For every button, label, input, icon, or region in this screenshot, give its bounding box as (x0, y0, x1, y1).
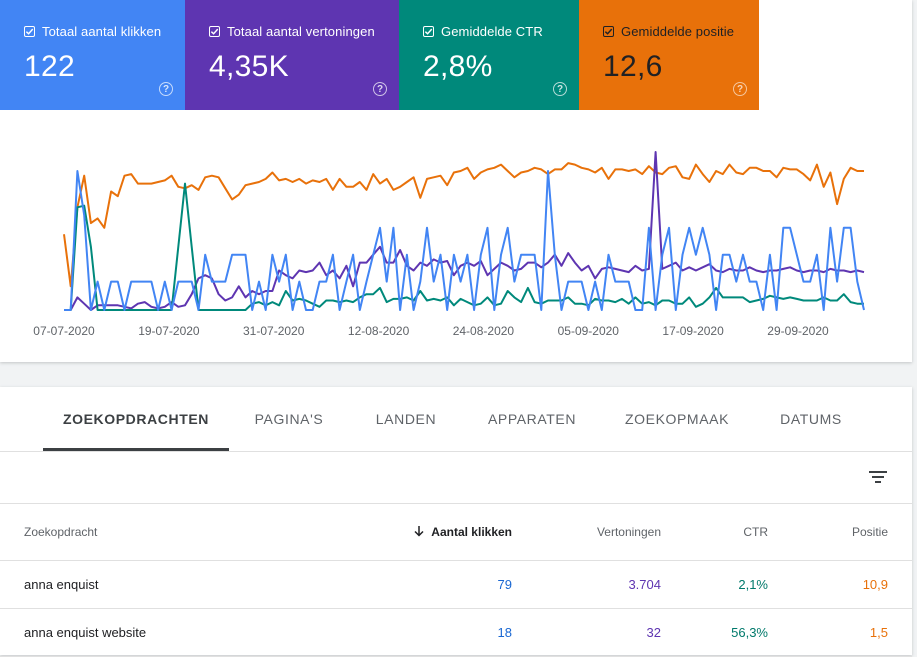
ctr-cell: 2,1% (738, 577, 768, 592)
position-cell: 1,5 (869, 625, 888, 640)
metric-value: 2,8% (423, 50, 493, 83)
impressions-cell: 3.704 (628, 577, 661, 592)
impressions-cell: 32 (646, 625, 661, 640)
x-tick-label: 31-07-2020 (243, 324, 305, 338)
checkbox-checked-icon[interactable] (24, 26, 35, 37)
tab-queries[interactable]: ZOEKOPDRACHTEN (43, 387, 229, 451)
series-line-1 (64, 151, 865, 311)
metric-tiles: Totaal aantal klikken 122 ? Totaal aanta… (0, 0, 759, 110)
metric-label: Totaal aantal vertoningen (227, 24, 375, 39)
x-tick-label: 19-07-2020 (138, 324, 200, 338)
metric-value: 122 (24, 50, 75, 83)
metric-value: 12,6 (603, 50, 663, 83)
column-header-impressions[interactable]: Vertoningen (596, 525, 661, 539)
series-line-2 (64, 182, 864, 311)
series-line-0 (63, 162, 864, 288)
performance-chart[interactable]: 07-07-2020 19-07-2020 31-07-2020 12-08-2020… (0, 110, 912, 362)
x-tick-label: 12-08-2020 (348, 324, 410, 338)
tab-dates[interactable]: DATUMS (780, 411, 842, 427)
ctr-cell: 56,3% (731, 625, 768, 640)
x-tick-label: 29-09-2020 (767, 324, 829, 338)
filter-toolbar (0, 451, 912, 504)
help-icon[interactable]: ? (733, 82, 747, 96)
help-icon[interactable]: ? (159, 82, 173, 96)
column-header-query[interactable]: Zoekopdracht (24, 525, 98, 539)
report-table-card: ZOEKOPDRACHTEN PAGINA'S LANDEN APPARATEN… (0, 387, 912, 657)
x-tick-label: 07-07-2020 (33, 324, 95, 338)
filter-icon[interactable] (868, 467, 888, 487)
checkbox-checked-icon[interactable] (209, 26, 220, 37)
x-tick-label: 05-09-2020 (558, 324, 620, 338)
clicks-cell: 18 (497, 625, 512, 640)
metric-label: Gemiddelde positie (621, 24, 735, 39)
tab-pages[interactable]: PAGINA'S (254, 411, 324, 427)
clicks-cell: 79 (497, 577, 512, 592)
metric-label: Gemiddelde CTR (441, 24, 543, 39)
column-header-label: Aantal klikken (431, 525, 512, 539)
query-cell: anna enquist (24, 577, 99, 592)
checkbox-checked-icon[interactable] (603, 26, 614, 37)
table-row[interactable]: anna enquist 79 3.704 2,1% 10,9 (0, 561, 912, 609)
checkbox-checked-icon[interactable] (423, 26, 434, 37)
metric-total-impressions[interactable]: Totaal aantal vertoningen 4,35K ? (185, 0, 399, 110)
tab-devices[interactable]: APPARATEN (487, 411, 577, 427)
series-line-3 (64, 170, 865, 311)
metric-average-ctr[interactable]: Gemiddelde CTR 2,8% ? (399, 0, 579, 110)
arrow-down-icon (414, 526, 424, 537)
position-cell: 10,9 (862, 577, 888, 592)
metric-average-position[interactable]: Gemiddelde positie 12,6 ? (579, 0, 759, 110)
metric-total-clicks[interactable]: Totaal aantal klikken 122 ? (0, 0, 185, 110)
column-header-ctr[interactable]: CTR (743, 525, 768, 539)
performance-card: Totaal aantal klikken 122 ? Totaal aanta… (0, 0, 912, 362)
column-header-position[interactable]: Positie (851, 525, 888, 539)
metric-value: 4,35K (209, 50, 289, 83)
tab-countries[interactable]: LANDEN (375, 411, 437, 427)
table-row[interactable]: anna enquist website 18 32 56,3% 1,5 (0, 609, 912, 657)
line-chart: 07-07-2020 19-07-2020 31-07-2020 12-08-2020… (33, 151, 865, 338)
x-tick-label: 17-09-2020 (662, 324, 724, 338)
help-icon[interactable]: ? (373, 82, 387, 96)
metric-label: Totaal aantal klikken (42, 24, 162, 39)
table-header: Zoekopdracht Aantal klikken Vertoningen … (0, 504, 912, 561)
tab-search-appearance[interactable]: ZOEKOPMAAK (624, 411, 730, 427)
help-icon[interactable]: ? (553, 82, 567, 96)
x-tick-label: 24-08-2020 (453, 324, 515, 338)
query-cell: anna enquist website (24, 625, 147, 640)
report-tabs: ZOEKOPDRACHTEN PAGINA'S LANDEN APPARATEN… (0, 387, 912, 452)
column-header-clicks[interactable]: Aantal klikken (413, 504, 512, 560)
